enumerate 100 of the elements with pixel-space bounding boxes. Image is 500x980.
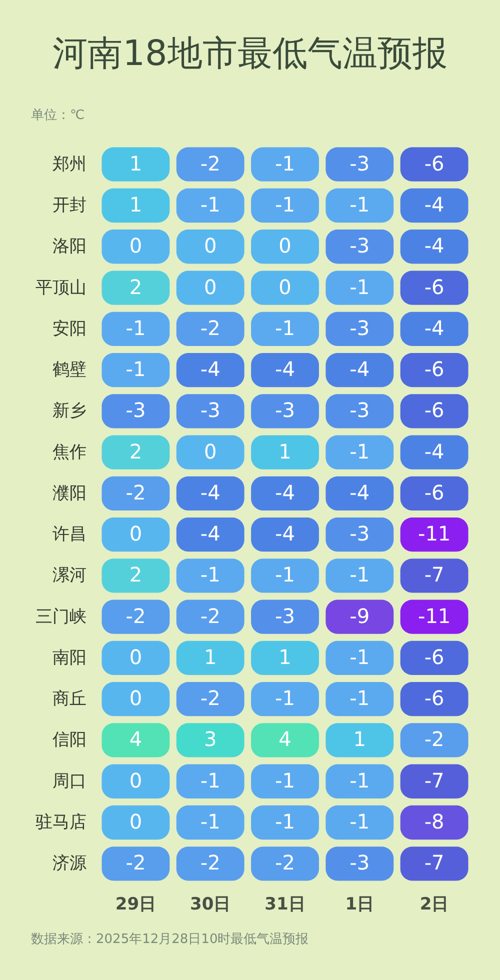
data-label: -4 — [424, 439, 444, 464]
data-label: 1 — [278, 644, 292, 669]
data-label: -6 — [424, 357, 444, 382]
data-label: 0 — [278, 234, 292, 258]
data-label: -4 — [200, 480, 220, 504]
data-label: 0 — [129, 522, 142, 546]
y-tick-label: 信阳 — [52, 730, 86, 750]
data-label: -3 — [350, 522, 370, 546]
data-label: -3 — [350, 850, 370, 875]
data-label: -1 — [126, 316, 146, 340]
data-label: -1 — [200, 768, 220, 792]
x-tick-label: 2日 — [420, 894, 449, 914]
data-label: -9 — [350, 604, 370, 628]
data-label: -2 — [200, 850, 220, 875]
y-tick-label: 驻马店 — [36, 812, 86, 833]
data-label: 2 — [129, 562, 142, 587]
y-tick-label: 平顶山 — [36, 278, 86, 298]
data-label: 1 — [129, 192, 142, 216]
y-tick-label: 新乡 — [52, 401, 86, 422]
data-label: 0 — [129, 810, 142, 834]
data-label: -6 — [424, 480, 444, 504]
data-label: -7 — [424, 768, 444, 792]
data-label: -6 — [424, 274, 444, 299]
data-label: -1 — [275, 810, 295, 834]
data-label: -2 — [200, 151, 220, 176]
y-tick-label: 济源 — [52, 854, 86, 874]
y-tick-label: 商丘 — [52, 689, 86, 710]
data-label: -1 — [275, 562, 295, 587]
data-label: -1 — [350, 562, 370, 587]
data-label: -2 — [424, 727, 444, 752]
data-label: -7 — [424, 562, 444, 587]
data-label: -11 — [418, 522, 451, 546]
data-label: -1 — [275, 686, 295, 710]
data-label: -6 — [424, 398, 444, 422]
data-label: -1 — [350, 192, 370, 216]
y-tick-label: 三门峡 — [36, 606, 86, 627]
data-label: -1 — [275, 316, 295, 340]
data-label: -6 — [424, 151, 444, 176]
y-tick-label: 洛阳 — [52, 236, 86, 257]
y-tick-label: 郑州 — [52, 154, 86, 174]
data-label: 1 — [204, 644, 217, 669]
data-label: -1 — [275, 151, 295, 176]
data-label: 0 — [129, 686, 142, 710]
data-label: -3 — [200, 398, 220, 422]
data-label: -3 — [350, 151, 370, 176]
data-label: -2 — [200, 686, 220, 710]
y-tick-label: 鹤壁 — [52, 360, 86, 380]
data-label: -2 — [126, 850, 146, 875]
data-label: 3 — [204, 727, 217, 752]
data-label: -6 — [424, 644, 444, 669]
data-label: -1 — [350, 274, 370, 299]
x-tick-label: 31日 — [264, 894, 306, 914]
y-tick-label: 周口 — [52, 771, 86, 792]
data-label: -3 — [275, 398, 295, 422]
data-label: -4 — [350, 480, 370, 504]
data-label: 0 — [129, 768, 142, 792]
data-label: -8 — [424, 810, 444, 834]
data-label: -1 — [275, 768, 295, 792]
data-label: -2 — [200, 316, 220, 340]
data-label: -1 — [200, 562, 220, 587]
data-label: -4 — [200, 522, 220, 546]
y-tick-label: 许昌 — [52, 524, 86, 545]
data-label: -3 — [350, 398, 370, 422]
source-note: 数据来源：2025年12月28日10时最低气温预报 — [31, 931, 309, 948]
data-label: -4 — [424, 234, 444, 258]
data-label: -4 — [275, 522, 295, 546]
data-label: -3 — [350, 316, 370, 340]
data-label: -1 — [350, 810, 370, 834]
y-tick-label: 焦作 — [52, 442, 86, 462]
y-tick-label: 濮阳 — [52, 483, 86, 504]
data-label: -3 — [350, 234, 370, 258]
data-label: 1 — [278, 439, 292, 464]
data-label: -2 — [126, 480, 146, 504]
data-label: 0 — [204, 234, 217, 258]
x-tick-label: 1日 — [345, 894, 374, 914]
data-label: 2 — [129, 274, 142, 299]
data-label: -1 — [350, 439, 370, 464]
data-label: -1 — [200, 192, 220, 216]
data-label: -1 — [350, 686, 370, 710]
data-label: -3 — [126, 398, 146, 422]
y-tick-label: 漯河 — [52, 566, 86, 586]
data-label: -4 — [200, 357, 220, 382]
data-label: -2 — [126, 604, 146, 628]
data-label: -7 — [424, 850, 444, 875]
data-label: 0 — [278, 274, 292, 299]
data-label: -1 — [200, 810, 220, 834]
data-label: -3 — [275, 604, 295, 628]
data-label: 1 — [353, 727, 366, 752]
data-label: -4 — [275, 357, 295, 382]
data-label: -1 — [275, 192, 295, 216]
data-label: -4 — [424, 192, 444, 216]
chart-title: 河南18地市最低气温预报 — [52, 33, 448, 76]
data-label: -6 — [424, 686, 444, 710]
x-tick-label: 29日 — [115, 894, 156, 914]
data-label: 0 — [129, 644, 142, 669]
y-tick-label: 安阳 — [52, 318, 86, 339]
y-tick-label: 南阳 — [52, 648, 86, 668]
data-label: 4 — [278, 727, 292, 752]
x-tick-label: 30日 — [190, 894, 231, 914]
data-label: -1 — [350, 644, 370, 669]
